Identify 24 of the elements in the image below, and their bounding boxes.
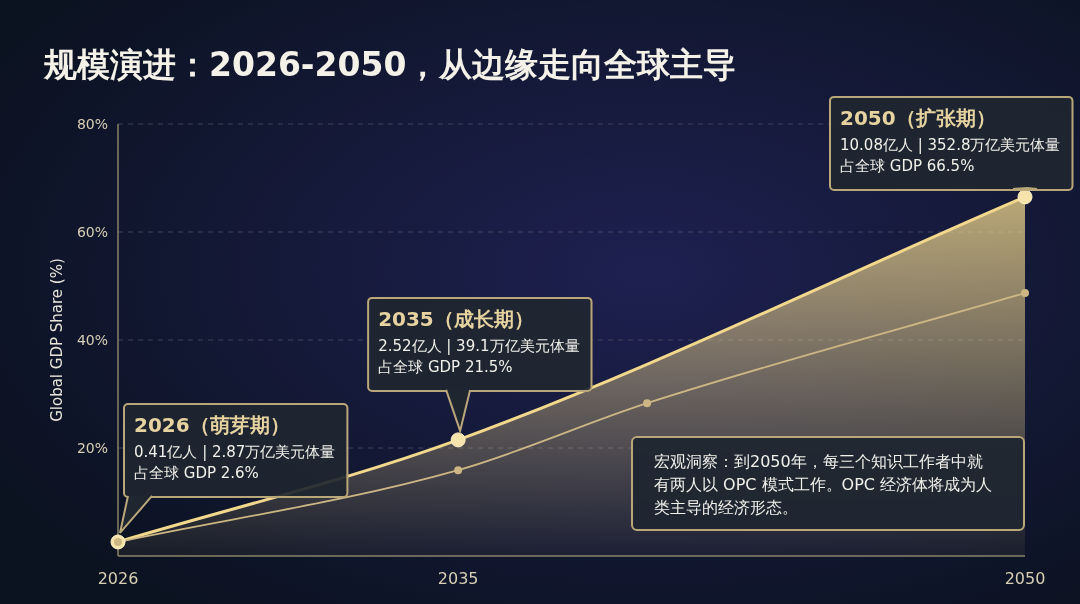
x-tick-label: 2050 <box>1004 569 1046 588</box>
annotation: 2035（成长期） <box>378 306 534 331</box>
annotation: 占全球 GDP 2.6% <box>134 463 259 482</box>
x-tick-label: 2035 <box>437 569 479 588</box>
annotation: 宏观洞察：到2050年，每三个知识工作者中就有两人以 OPC 模式工作。OPC 经济体将成为人类主导的经济形态。 <box>654 452 993 517</box>
x-tick-label: 2026 <box>97 569 139 588</box>
annotation: 2.52亿人 | 39.1万亿美元体量 <box>378 336 580 355</box>
y-tick-label: 20% <box>76 440 108 456</box>
annotation: 2026（萌芽期） <box>134 412 290 437</box>
annotation: 2050（扩张期） <box>840 105 996 130</box>
y-tick-label: 60% <box>76 224 108 240</box>
point <box>1021 289 1029 298</box>
chart-title: 规模演进：2026-2050，从边缘走向全球主导 <box>43 45 737 84</box>
point <box>450 432 466 448</box>
point <box>643 399 652 408</box>
y-tick-label: 40% <box>76 332 108 348</box>
annotation: 0.41亿人 | 2.87万亿美元体量 <box>134 442 336 461</box>
y-axis-title: Global GDP Share (%) <box>48 258 66 422</box>
point <box>1017 189 1033 205</box>
point <box>454 466 463 475</box>
annotation: 占全球 GDP 66.5% <box>840 156 975 175</box>
y-tick-label: 80% <box>76 116 108 132</box>
annotation: 占全球 GDP 21.5% <box>378 357 513 376</box>
annotation: 10.08亿人 | 352.8万亿美元体量 <box>840 135 1061 154</box>
